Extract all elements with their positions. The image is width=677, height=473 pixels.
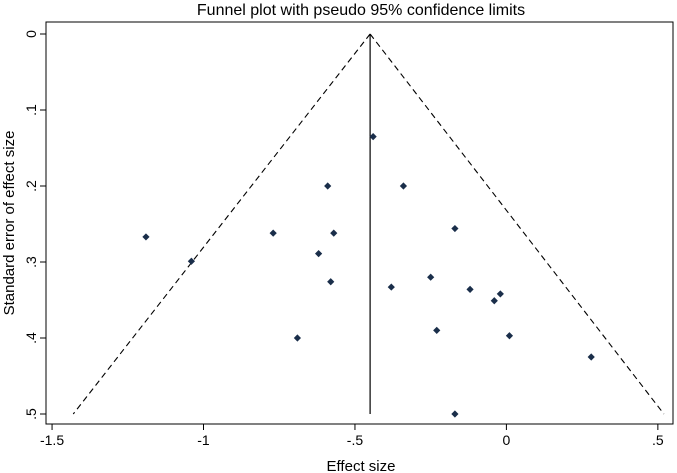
y-tick-label: .1 bbox=[23, 104, 39, 116]
data-point bbox=[324, 182, 332, 190]
plot-area bbox=[45, 21, 674, 425]
x-tick-label: -1 bbox=[197, 432, 210, 448]
data-point bbox=[293, 334, 302, 342]
data-point bbox=[496, 290, 504, 298]
funnel-right-limit bbox=[369, 33, 665, 415]
data-point bbox=[587, 353, 595, 361]
data-point bbox=[330, 229, 338, 237]
y-tick-label: .4 bbox=[23, 332, 39, 344]
y-tick-label: .3 bbox=[23, 256, 39, 268]
data-point bbox=[327, 278, 335, 286]
data-point bbox=[269, 229, 277, 237]
y-tick-label: .5 bbox=[23, 408, 39, 420]
data-point bbox=[490, 297, 498, 305]
data-point bbox=[433, 326, 441, 334]
y-axis: 0 .1 .2 .3 .4 .5 bbox=[23, 30, 46, 420]
data-point bbox=[427, 273, 435, 281]
x-tick-label: .5 bbox=[652, 432, 664, 448]
data-point bbox=[451, 410, 459, 418]
chart-title: Funnel plot with pseudo 95% confidence l… bbox=[197, 2, 525, 19]
data-point bbox=[187, 257, 195, 265]
x-tick-label: -1.5 bbox=[40, 432, 64, 448]
data-point bbox=[142, 233, 150, 241]
data-point bbox=[369, 133, 377, 141]
data-point bbox=[451, 224, 459, 233]
data-point bbox=[466, 285, 474, 293]
x-axis: -1.5 -1 -.5 0 .5 bbox=[40, 424, 664, 448]
data-point bbox=[387, 283, 395, 291]
x-tick-label: 0 bbox=[503, 432, 511, 448]
plot-frame bbox=[45, 21, 674, 425]
data-points bbox=[142, 133, 595, 418]
x-tick-label: -.5 bbox=[347, 432, 364, 448]
x-axis-label: Effect size bbox=[327, 458, 396, 473]
data-point bbox=[399, 182, 408, 190]
data-point bbox=[315, 250, 323, 258]
y-axis-label: Standard error of effect size bbox=[1, 131, 18, 316]
data-point bbox=[505, 332, 514, 340]
y-tick-label: 0 bbox=[23, 30, 39, 38]
funnel-left-limit bbox=[72, 33, 371, 415]
y-tick-label: .2 bbox=[23, 180, 39, 192]
